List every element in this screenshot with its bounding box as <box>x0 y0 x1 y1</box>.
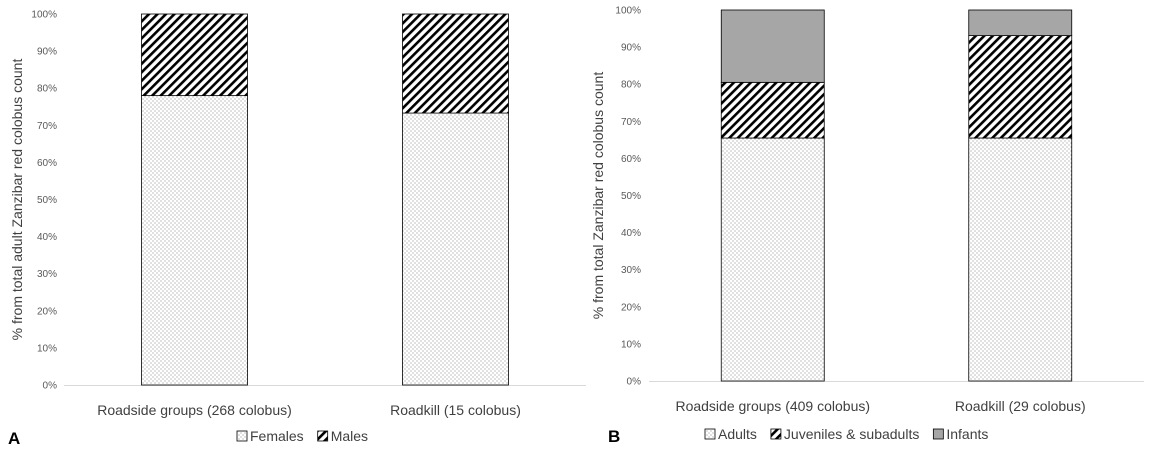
y-tick-label: 100% <box>31 10 57 21</box>
legend-label: Females <box>250 428 304 444</box>
y-tick-label: 10% <box>37 343 57 354</box>
y-tick-label: 80% <box>37 84 57 95</box>
y-tick-label: 60% <box>37 158 57 169</box>
y-tick-label: 20% <box>621 302 641 313</box>
bar-segment-juveniles-subadults-1 <box>968 35 1073 139</box>
y-tick-label: 50% <box>621 191 641 202</box>
bar-segment-infants-1 <box>968 9 1073 36</box>
y-tick-label: 50% <box>37 195 57 206</box>
y-tick-label: 90% <box>37 47 57 58</box>
bar-segment-females-1 <box>402 112 509 386</box>
y-tick-label: 60% <box>621 154 641 165</box>
bar-segment-males-0 <box>141 13 248 97</box>
bar-segment-infants-0 <box>720 9 825 83</box>
category-label: Roadside groups (409 colobus) <box>675 398 870 414</box>
legend-label: Infants <box>946 426 988 442</box>
category-label: Roadkill (15 colobus) <box>390 402 521 418</box>
legend-label: Males <box>331 428 368 444</box>
legend-swatch <box>932 428 944 440</box>
y-tick-label: 40% <box>621 228 641 239</box>
bar-segment-adults-1 <box>968 137 1073 382</box>
category-label: Roadside groups (268 colobus) <box>97 402 292 418</box>
bar-segment-juveniles-subadults-0 <box>720 81 825 139</box>
y-tick-label: 70% <box>621 117 641 128</box>
panel-b-chart: 0% 10% 20% 30% 40% 50% 60% 70% 80% 90% 100% Roadsid… <box>590 6 1144 446</box>
y-tick-label: 40% <box>37 232 57 243</box>
panel-a-chart: 0% 10% 20% 30% 40% 50% 60% 70% 80% 90% 100% Roadsid… <box>8 10 586 448</box>
panel-label: A <box>8 429 20 448</box>
legend-label: Juveniles & subadults <box>784 426 919 442</box>
legend-swatch <box>236 430 248 442</box>
y-tick-label: 30% <box>37 269 57 280</box>
panel-label: B <box>608 427 620 446</box>
y-tick-label: 0% <box>627 377 642 388</box>
legend-swatch <box>704 428 716 440</box>
y-tick-label: 0% <box>43 381 58 392</box>
y-tick-label: 100% <box>615 6 641 17</box>
y-axis-label: % from total adult Zanzibar red colobus … <box>9 59 25 341</box>
bar-segment-adults-0 <box>720 137 825 382</box>
y-tick-label: 80% <box>621 80 641 91</box>
y-tick-label: 90% <box>621 43 641 54</box>
y-axis-label: % from total Zanzibar red colobus count <box>590 72 606 320</box>
y-tick-label: 70% <box>37 121 57 132</box>
legend-swatch <box>317 430 329 442</box>
legend-swatch <box>770 428 782 440</box>
bar-segment-males-1 <box>402 13 509 114</box>
y-tick-label: 30% <box>621 265 641 276</box>
category-label: Roadkill (29 colobus) <box>955 398 1086 414</box>
y-tick-label: 10% <box>621 339 641 350</box>
legend-label: Adults <box>718 426 757 442</box>
y-tick-label: 20% <box>37 306 57 317</box>
bar-segment-females-0 <box>141 95 248 386</box>
